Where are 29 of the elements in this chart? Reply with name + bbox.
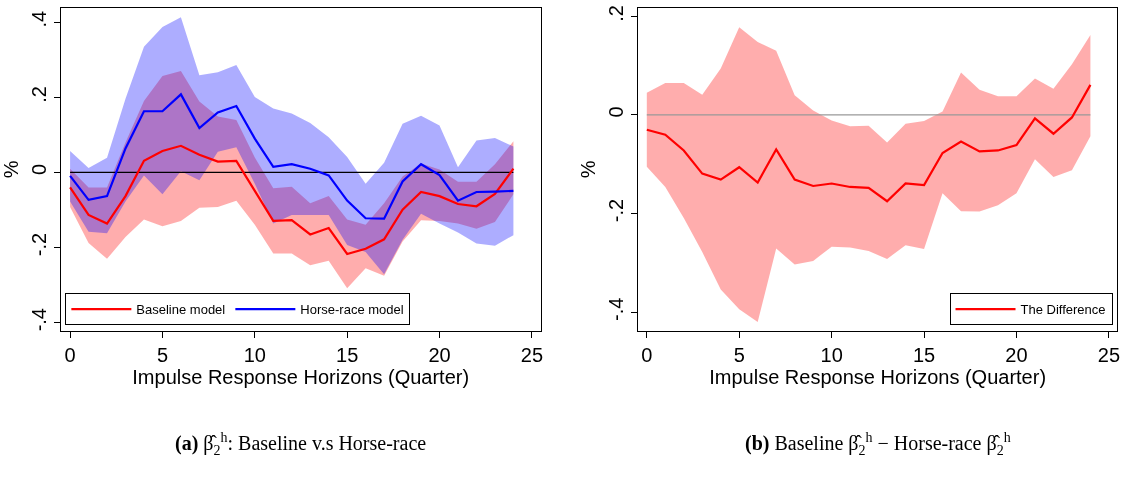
x-tick-label: 10 — [820, 344, 843, 367]
legend-label: Horse-race model — [300, 302, 404, 318]
x-axis-title: Impulse Response Horizons (Quarter) — [132, 366, 470, 389]
y-tick-label: .2 — [27, 86, 50, 103]
y-tick-label: -.4 — [605, 297, 628, 321]
y-tick-label: .2 — [605, 5, 628, 22]
x-tick-label: 25 — [520, 344, 543, 367]
legend-label: Baseline model — [136, 302, 226, 318]
y-tick-label: 0 — [605, 106, 628, 118]
x-tick-label: 10 — [243, 344, 266, 367]
x-tick-label: 0 — [64, 344, 76, 367]
x-axis-title: Impulse Response Horizons (Quarter) — [709, 366, 1047, 389]
x-tick-label: 15 — [336, 344, 359, 367]
x-tick-label: 20 — [1005, 344, 1028, 367]
legend-label: The Difference — [1020, 302, 1106, 318]
y-axis-title: % — [576, 160, 599, 179]
y-tick-label: -.2 — [605, 198, 628, 223]
y-tick-label: -.4 — [27, 308, 50, 332]
x-tick-label: 0 — [641, 344, 653, 367]
y-axis-title: % — [0, 160, 22, 179]
x-tick-label: 20 — [428, 344, 451, 367]
x-tick-label: 5 — [733, 344, 745, 367]
y-tick-label: -.2 — [27, 232, 50, 257]
x-tick-label: 25 — [1097, 344, 1121, 367]
y-tick-label: .4 — [27, 10, 50, 28]
text: (a) β̂$_{2}$$^{h}$: Baseline v.s Horse-race — [175, 430, 427, 458]
x-tick-label: 15 — [912, 344, 936, 367]
x-tick-label: 5 — [156, 344, 168, 367]
y-tick-label: 0 — [27, 163, 50, 176]
